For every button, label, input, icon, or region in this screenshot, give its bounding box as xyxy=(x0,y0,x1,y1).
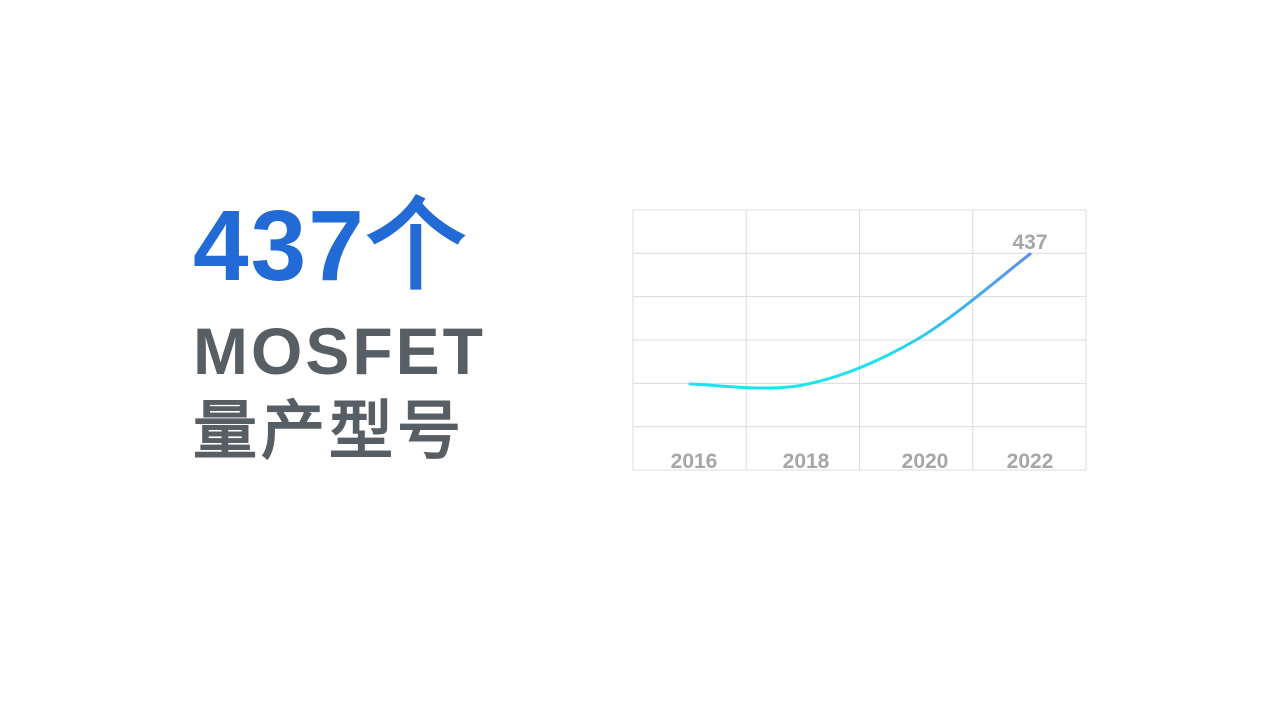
headline-product: MOSFET xyxy=(193,314,486,388)
headline-description: 量产型号 xyxy=(193,395,465,469)
headline-count: 437个 xyxy=(193,190,468,302)
x-tick-label: 2022 xyxy=(1007,450,1054,473)
x-tick-label: 2018 xyxy=(783,450,830,473)
data-label: 437 xyxy=(1012,231,1047,254)
x-tick-label: 2016 xyxy=(671,450,718,473)
series-line xyxy=(688,252,1032,390)
x-tick-label: 2020 xyxy=(902,450,949,473)
